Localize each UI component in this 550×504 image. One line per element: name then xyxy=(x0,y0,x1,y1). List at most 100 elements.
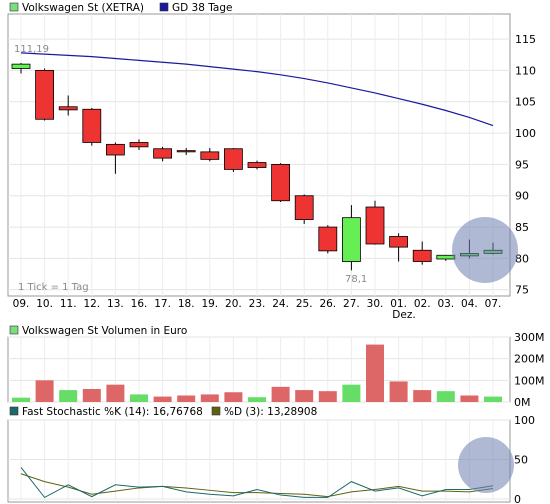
x-tick-label: 20. xyxy=(225,298,242,310)
candle xyxy=(341,205,361,271)
candle xyxy=(365,200,385,245)
price-legend-label-1: GD 38 Tage xyxy=(172,2,233,14)
price-y-tick: 90 xyxy=(515,190,529,203)
volume-legend-swatch xyxy=(9,325,19,335)
candle xyxy=(129,139,149,150)
volume-y-tick: 0M xyxy=(514,396,531,409)
volume-bar xyxy=(130,394,148,402)
high-value-label: 111,19 xyxy=(14,44,49,55)
candle xyxy=(11,62,31,74)
price-x-axis: 09. 10. 11. 12. 13. 16. 17. 18. 19. 20. 23. 24. 25. 2… xyxy=(13,298,502,310)
candle-body xyxy=(82,108,102,143)
volume-bar xyxy=(271,386,290,402)
volume-bar xyxy=(484,396,502,402)
candle xyxy=(223,148,243,172)
x-tick-label: 02. xyxy=(414,298,431,310)
candle-body xyxy=(365,206,385,245)
volume-bar xyxy=(342,384,361,402)
price-y-tick: 75 xyxy=(515,284,529,297)
low-value-label: 78,1 xyxy=(345,274,367,285)
candle-body xyxy=(436,254,456,260)
x-tick-label: 12. xyxy=(83,298,100,310)
volume-bar xyxy=(318,391,337,402)
candle-body xyxy=(200,151,220,160)
x-tick-label: 18. xyxy=(178,298,195,310)
stoch-legend-swatch-0 xyxy=(9,406,19,416)
volume-bar xyxy=(460,395,479,402)
volume-bar xyxy=(200,394,219,402)
candle-body xyxy=(153,148,173,159)
volume-bar xyxy=(35,380,54,402)
price-y-tick: 110 xyxy=(515,64,536,77)
ma-38-line xyxy=(20,52,494,127)
candle-body xyxy=(129,142,149,148)
price-legend-swatch-1 xyxy=(159,2,169,12)
candle xyxy=(200,148,220,162)
x-tick-label: 26. xyxy=(319,298,336,310)
candle-body xyxy=(412,249,432,262)
price-y-tick: 85 xyxy=(515,221,529,234)
volume-bar xyxy=(59,390,78,402)
candle xyxy=(176,148,196,155)
volume-bar xyxy=(436,391,455,402)
volume-bar xyxy=(12,397,30,402)
candle xyxy=(412,241,432,265)
candle-body xyxy=(35,70,54,120)
candle-body xyxy=(318,226,338,252)
price-y-tick: 95 xyxy=(515,158,529,171)
stochastic-panel: Fast Stochastic %K (14): 16,76768 %D (3)… xyxy=(7,406,535,504)
volume-bar xyxy=(224,392,243,402)
month-label: Dez. xyxy=(392,309,415,321)
candle xyxy=(271,163,291,202)
x-tick-label: 24. xyxy=(272,298,289,310)
x-tick-label: 30. xyxy=(367,298,384,310)
x-tick-label: 27. xyxy=(343,298,360,310)
stoch-y-tick: 0 xyxy=(514,493,521,504)
candle xyxy=(318,225,338,254)
candle-body xyxy=(389,236,409,248)
candle-body xyxy=(223,148,243,170)
volume-bar xyxy=(389,381,408,402)
candle-body xyxy=(294,195,314,220)
candle xyxy=(247,160,267,170)
volume-y-tick: 100M xyxy=(514,374,545,387)
volume-bar xyxy=(153,396,172,402)
price-y-tick: 115 xyxy=(515,33,536,46)
price-highlight-circle xyxy=(452,217,518,283)
volume-y-tick: 200M xyxy=(514,353,545,366)
price-y-tick: 105 xyxy=(515,96,536,109)
stoch-y-axis: 0 50 100 xyxy=(514,414,535,504)
x-tick-label: 09. xyxy=(13,298,30,310)
candle-body xyxy=(106,143,125,156)
candle-body xyxy=(247,162,267,168)
candle xyxy=(106,142,125,174)
stoch-highlight-circle xyxy=(458,437,514,493)
volume-y-axis: 0M 100M 200M 300M xyxy=(514,331,545,409)
volume-bar xyxy=(248,397,266,402)
candle xyxy=(58,95,78,116)
x-tick-label: 10. xyxy=(36,298,53,310)
price-panel: Volkswagen St (XETRA) GD 38 Tage 75 80 85 9… xyxy=(7,2,536,321)
candle-body xyxy=(176,150,196,153)
x-tick-label: 03. xyxy=(437,298,454,310)
stoch-k-line xyxy=(20,467,494,499)
price-legend-label-0: Volkswagen St (XETRA) xyxy=(22,2,144,14)
price-legend-swatch-0 xyxy=(9,2,19,12)
candle xyxy=(294,194,314,224)
price-y-tick: 100 xyxy=(515,127,536,140)
volume-bars xyxy=(12,344,502,402)
volume-bar xyxy=(82,389,101,402)
volume-legend-label: Volkswagen St Volumen in Euro xyxy=(22,325,187,337)
candle-body xyxy=(271,163,291,202)
x-tick-label: 16. xyxy=(131,298,148,310)
stoch-legend-label-0: Fast Stochastic %K (14): 16,76768 xyxy=(22,406,203,418)
candle xyxy=(153,146,173,162)
candle xyxy=(82,108,102,146)
volume-panel: Volkswagen St Volumen in Euro 0M 100M 200M… xyxy=(7,325,545,409)
price-y-tick: 80 xyxy=(515,252,529,265)
x-tick-label: 04. xyxy=(461,298,478,310)
candle-body xyxy=(341,217,361,262)
x-tick-label: 01. xyxy=(390,298,407,310)
x-tick-label: 07. xyxy=(485,298,502,310)
